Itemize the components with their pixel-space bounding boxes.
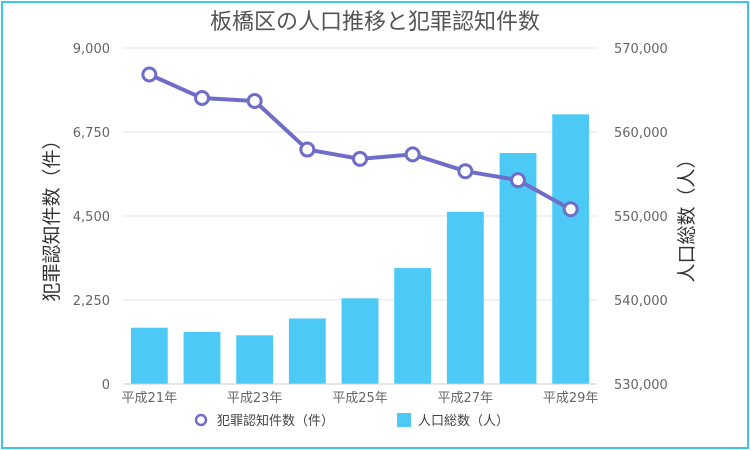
right-tick-label: 540,000 bbox=[614, 294, 668, 309]
left-tick-label: 4,500 bbox=[73, 210, 110, 225]
legend-line-label: 犯罪認知件数（件） bbox=[217, 413, 334, 429]
x-tick-label: 平成27年 bbox=[438, 391, 494, 406]
line-series bbox=[141, 66, 579, 218]
line-point bbox=[562, 201, 579, 218]
legend-line-marker bbox=[194, 413, 208, 427]
x-axis-ticks: 平成21年 平成23年 平成25年 平成27年 平成29年 bbox=[122, 391, 599, 406]
left-axis-ticks: 9,000 6,750 4,500 2,250 0 bbox=[73, 42, 110, 393]
right-tick-label: 560,000 bbox=[614, 126, 668, 141]
right-tick-label: 550,000 bbox=[614, 210, 668, 225]
bar bbox=[552, 114, 590, 385]
left-tick-label: 2,250 bbox=[73, 294, 110, 309]
left-axis-label: 犯罪認知件数（件） bbox=[41, 130, 63, 301]
bar bbox=[236, 335, 274, 384]
line-point bbox=[141, 66, 158, 83]
line-point bbox=[246, 93, 263, 110]
bar bbox=[341, 298, 379, 384]
chart-title: 板橋区の人口推移と犯罪認知件数 bbox=[210, 10, 540, 35]
right-tick-label: 530,000 bbox=[614, 378, 668, 393]
line-point bbox=[352, 150, 368, 167]
line-point bbox=[299, 141, 316, 158]
legend: 犯罪認知件数（件） 人口総数（人） bbox=[194, 413, 509, 429]
bar bbox=[288, 318, 326, 384]
x-tick-label: 平成21年 bbox=[122, 391, 178, 406]
left-tick-label: 6,750 bbox=[73, 126, 110, 141]
left-tick-label: 0 bbox=[102, 378, 110, 393]
line-point bbox=[194, 90, 210, 107]
x-tick-label: 平成25年 bbox=[332, 391, 388, 406]
bar bbox=[183, 331, 221, 384]
right-tick-label: 570,000 bbox=[614, 42, 668, 57]
line-point bbox=[457, 163, 474, 180]
bar-series bbox=[130, 114, 590, 385]
legend-bar-marker bbox=[397, 413, 411, 427]
bar bbox=[130, 327, 168, 384]
bar bbox=[499, 153, 537, 384]
right-axis-ticks: 570,000 560,000 550,000 540,000 530,000 bbox=[614, 42, 668, 393]
x-tick-label: 平成29年 bbox=[543, 391, 599, 406]
bar bbox=[446, 211, 484, 384]
x-tick-label: 平成23年 bbox=[227, 391, 283, 406]
right-axis-label: 人口総数（人） bbox=[676, 149, 698, 282]
legend-bar-label: 人口総数（人） bbox=[418, 414, 509, 429]
line-point bbox=[510, 172, 526, 189]
line-point bbox=[404, 146, 421, 163]
left-tick-label: 9,000 bbox=[73, 42, 110, 57]
bar bbox=[394, 268, 432, 384]
